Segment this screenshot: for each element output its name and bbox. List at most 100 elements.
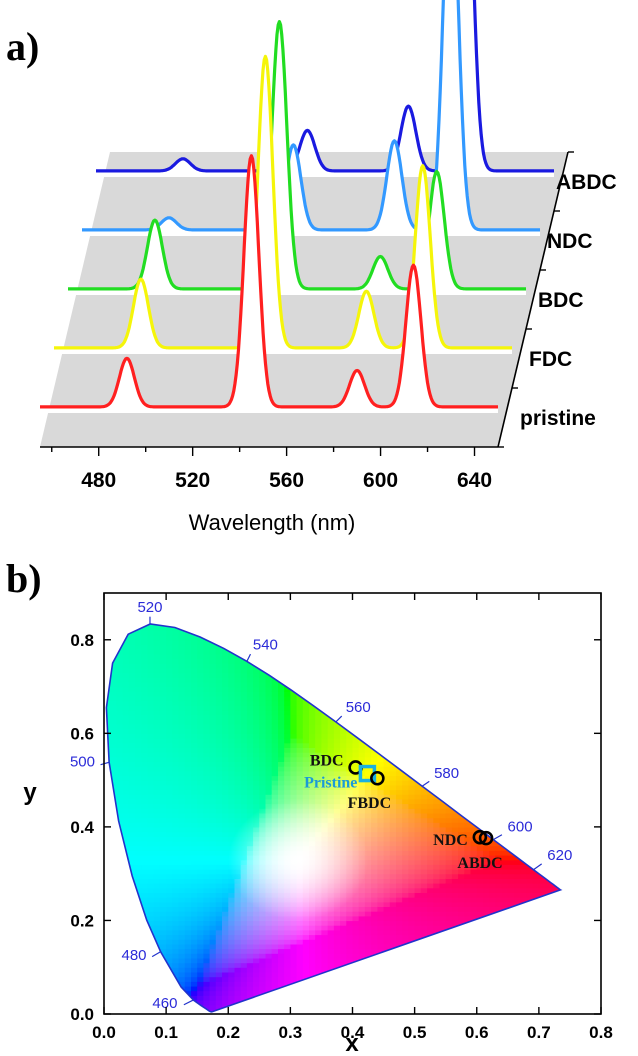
gamut-cell: [153, 658, 161, 664]
gamut-cell: [147, 971, 155, 978]
gamut-cell: [284, 691, 291, 697]
gamut-cell: [222, 798, 229, 805]
gamut-cell: [234, 948, 242, 954]
gamut-cell: [159, 663, 167, 669]
gamut-cell: [396, 672, 403, 678]
gamut-cell: [166, 836, 173, 842]
gamut-cell: [383, 663, 391, 669]
gamut-cell: [433, 883, 441, 889]
gamut-cell: [290, 967, 298, 973]
gamut-cell: [420, 967, 428, 973]
gamut-cell: [191, 700, 198, 706]
gamut-cell: [191, 784, 198, 791]
gamut-cell: [433, 836, 441, 842]
gamut-cell: [377, 943, 385, 950]
trace-fill-FDC: [54, 56, 512, 353]
gamut-cell: [135, 855, 142, 861]
gamut-cell: [309, 639, 316, 646]
gamut-cell: [402, 953, 409, 959]
gamut-cell: [427, 761, 434, 767]
gamut-cell: [371, 840, 378, 847]
gamut-cell: [178, 976, 186, 982]
gamut-cell: [451, 635, 459, 641]
gamut-cell: [228, 742, 236, 748]
gamut-cell: [110, 953, 117, 959]
gamut-cell: [222, 635, 229, 641]
gamut-cell: [246, 681, 254, 688]
gamut-cell: [240, 990, 248, 996]
gamut-cell: [147, 770, 155, 777]
gamut-cell: [377, 985, 385, 992]
gamut-cell: [358, 667, 366, 674]
gamut-cell: [315, 639, 322, 646]
gamut-cell: [203, 681, 211, 688]
gamut-cell: [153, 742, 161, 748]
gamut-cell: [396, 887, 403, 893]
gamut-cell: [128, 808, 136, 814]
gamut-cell: [445, 971, 453, 978]
gamut-cell: [439, 925, 447, 931]
gamut-cell: [408, 630, 416, 636]
gamut-cell: [106, 850, 111, 856]
gamut-cell: [106, 826, 111, 833]
gamut-cell: [439, 653, 447, 660]
gamut-cell: [265, 752, 273, 758]
gamut-cell: [172, 780, 180, 786]
gamut-cell: [396, 985, 403, 992]
gamut-cell: [271, 719, 279, 725]
gamut-cell: [265, 733, 273, 739]
gamut-cell: [433, 971, 441, 978]
gamut-cell: [371, 691, 378, 697]
gamut-cell: [309, 649, 316, 655]
gamut-cell: [364, 752, 372, 758]
gamut-cell: [178, 752, 186, 758]
gamut-cell: [184, 798, 192, 805]
gamut-cell: [389, 644, 397, 650]
gamut-cell: [333, 976, 341, 982]
gamut-cell: [203, 971, 211, 978]
gamut-cell: [408, 794, 416, 800]
gamut-cell: [122, 836, 130, 842]
gamut-cell: [265, 967, 273, 973]
gamut-cell: [340, 756, 347, 762]
gamut-cell: [191, 967, 198, 973]
gamut-cell: [333, 948, 341, 954]
gamut-cell: [240, 766, 248, 772]
gamut-cell: [371, 826, 378, 833]
gamut-cell: [389, 929, 397, 936]
gamut-cell: [178, 658, 186, 664]
gamut-cell: [265, 943, 273, 950]
gamut-cell: [433, 934, 441, 940]
gamut-cell: [191, 695, 198, 702]
gamut-cell: [222, 695, 229, 702]
gamut-cell: [147, 625, 155, 631]
gamut-cell: [451, 859, 459, 865]
gamut-cell: [184, 672, 192, 678]
gamut-cell: [159, 869, 167, 875]
gamut-cell: [203, 920, 211, 926]
gamut-cell: [172, 925, 180, 931]
gamut-cell: [389, 1000, 397, 1006]
gamut-cell: [166, 672, 173, 678]
gamut-cell: [427, 639, 434, 646]
gamut-cell: [396, 709, 403, 716]
gamut-cell: [147, 630, 155, 636]
gamut-cell: [271, 728, 279, 734]
gamut-cell: [402, 878, 409, 884]
gamut-cell: [191, 873, 198, 879]
gamut-cell: [228, 616, 235, 621]
panel-a-label: a): [6, 24, 39, 69]
gamut-cell: [414, 808, 422, 814]
gamut-cell: [346, 644, 354, 650]
gamut-cell: [439, 995, 447, 1001]
gamut-cell: [128, 971, 136, 978]
gamut-cell: [352, 686, 360, 692]
gamut-cell: [458, 728, 465, 734]
gamut-cell: [396, 742, 403, 748]
gamut-cell: [259, 967, 267, 973]
gamut-cell: [371, 752, 378, 758]
gamut-cell: [445, 911, 453, 917]
gamut-cell: [147, 700, 155, 706]
gamut-cell: [346, 784, 354, 791]
gamut-cell: [271, 667, 279, 674]
